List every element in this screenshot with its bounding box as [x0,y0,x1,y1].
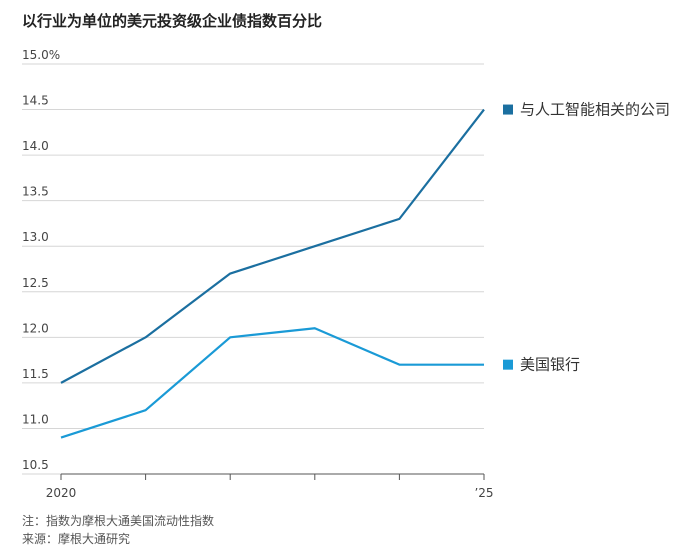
chart-note: 注：指数为摩根大通美国流动性指数 [22,514,215,528]
y-tick-label: 10.5 [22,458,49,472]
y-tick-label: 12.5 [22,276,49,290]
x-axis: 2020 ’25 [46,473,494,500]
y-tick-label: 11.5 [22,367,49,381]
chart-source: 来源：摩根大通研究 [22,532,131,546]
y-tick-label: 12.0 [22,321,49,335]
y-tick-label: 14.5 [22,94,49,108]
y-tick-label: 15.0% [22,48,60,62]
line-chart: 10.5 11.0 11.5 12.0 12.5 13.0 13.5 14.0 14.5 15.0… [22,48,670,500]
y-tick-label: 13.0 [22,230,49,244]
y-tick-label: 14.0 [22,139,49,153]
legend-swatch [503,104,513,115]
series-line [60,108,485,384]
legend-swatch [503,359,513,370]
grid-lines [22,63,484,475]
x-tick-label: 2020 [46,486,77,500]
series-line [60,327,484,439]
y-tick-label: 13.5 [22,185,49,199]
legend-label: 与人工智能相关的公司 [520,101,670,119]
x-tick-label: ’25 [474,486,493,500]
legend-label: 美国银行 [520,356,580,374]
y-axis-labels: 10.5 11.0 11.5 12.0 12.5 13.0 13.5 14.0 14.5 15.0… [22,48,60,472]
y-tick-label: 11.0 [22,412,49,426]
series-lines [60,108,485,439]
chart-title: 以行业为单位的美元投资级企业债指数百分比 [22,12,323,30]
